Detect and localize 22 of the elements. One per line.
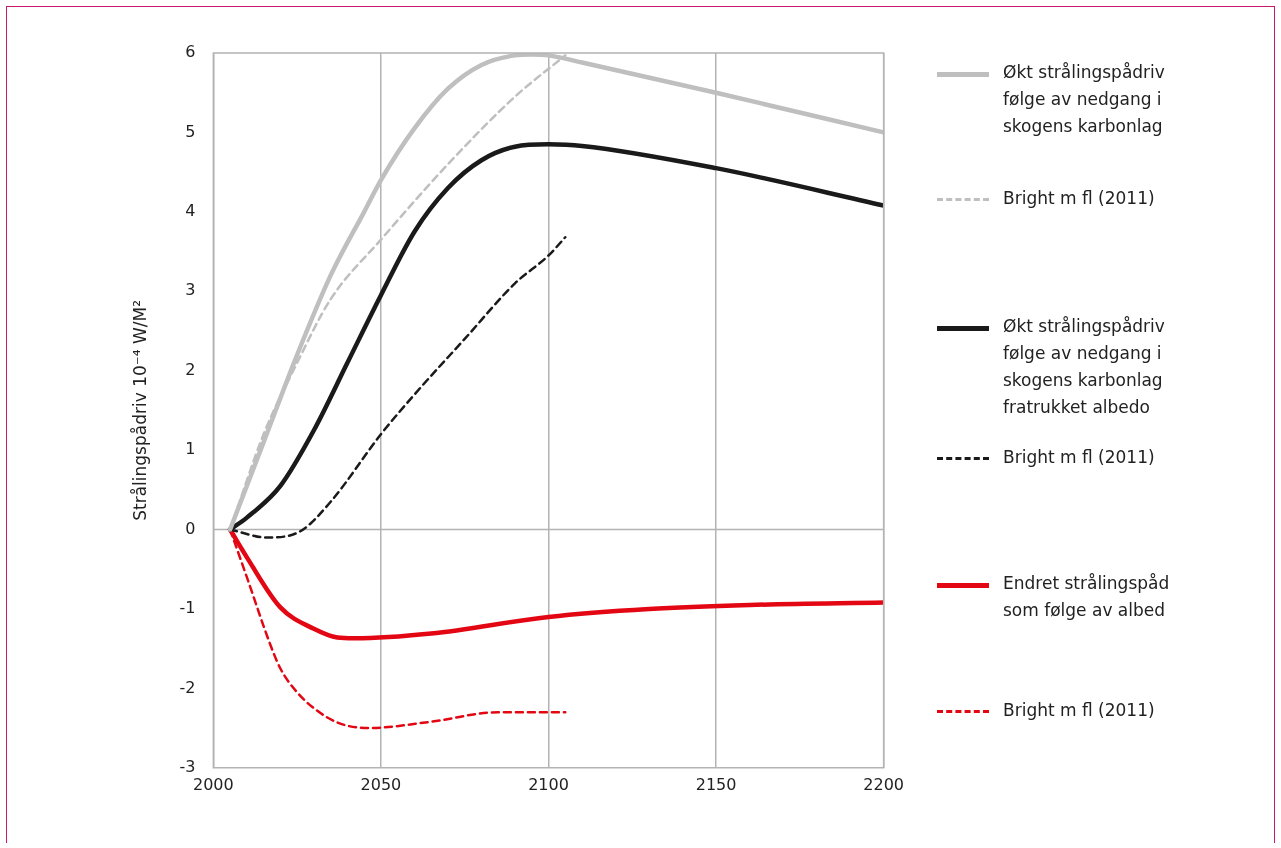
y-tick-label: -3 <box>179 756 196 776</box>
y-tick-label: 3 <box>185 280 196 300</box>
legend-label: Økt strålingspådriv følge av nedgang i skogens karbonlag fratrukket albedo <box>1003 315 1166 419</box>
legend-label: Bright m fl (2011) <box>1003 187 1156 210</box>
x-tick-label: 2000 <box>192 774 234 794</box>
x-tick-label: 2150 <box>695 774 737 794</box>
y-tick-label: 2 <box>185 359 196 379</box>
legend-label: Økt strålingspådriv følge av nedgang i skogens karbonlag <box>1003 61 1166 138</box>
x-tick-label: 2200 <box>863 774 904 794</box>
legend-label: Bright m fl (2011) <box>1003 446 1156 469</box>
y-axis-title: Strålingspådriv 10⁻⁴ W/M² <box>129 300 150 521</box>
y-tick-label: 4 <box>185 201 196 220</box>
y-tick-label: 1 <box>185 439 196 459</box>
x-tick-label: 2050 <box>360 774 402 794</box>
legend-label: Bright m fl (2011) <box>1003 699 1156 722</box>
y-tick-label: 0 <box>185 518 196 538</box>
x-tick-label: 2100 <box>528 774 569 794</box>
y-tick-label: 6 <box>185 42 196 62</box>
y-tick-label: -1 <box>179 598 196 618</box>
y-tick-label: 5 <box>185 121 196 141</box>
y-tick-label: -2 <box>179 677 196 697</box>
legend-label: Endret strålingspåd som følge av albed <box>1003 572 1171 622</box>
